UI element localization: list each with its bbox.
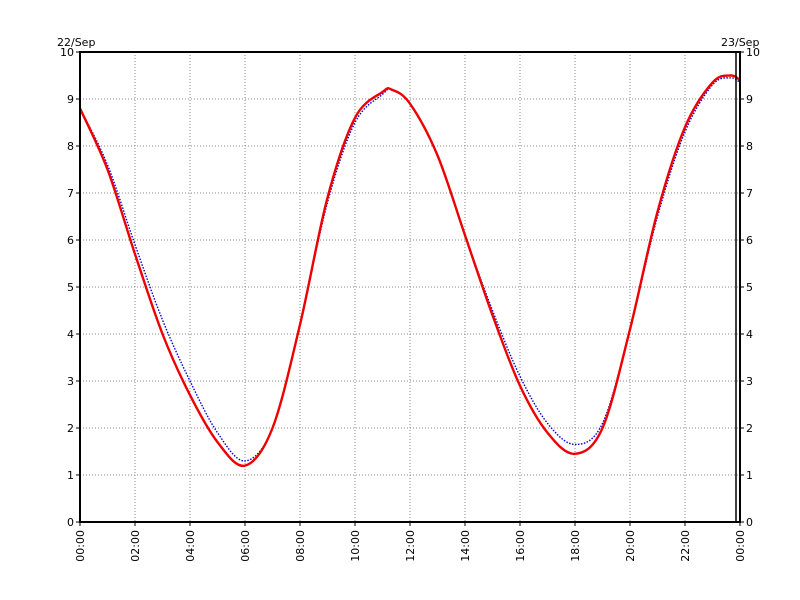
x-tick-label: 00:00 [734,530,747,562]
y-tick-label-left: 4 [67,328,74,341]
x-tick-label: 02:00 [129,530,142,562]
x-tick-label: 18:00 [569,530,582,562]
series-a-line [79,77,741,462]
y-tick-label-left: 8 [67,140,74,153]
x-tick-label: 00:00 [74,530,87,562]
series-a-path [79,77,741,462]
x-tick-label: 06:00 [239,530,252,562]
y-tick-label-left: 3 [67,375,74,388]
y-tick-label-right: 7 [746,187,753,200]
x-tick-label: 20:00 [624,530,637,562]
y-tick-label-left: 2 [67,422,74,435]
y-tick-label-left: 0 [67,516,74,529]
y-axis-right: 0 1 2 3 4 5 6 7 8 9 10 [740,46,760,529]
x-tick-label: 14:00 [459,530,472,562]
y-tick-label-left: 6 [67,234,74,247]
y-tick-label-left: 5 [67,281,74,294]
y-tick-label-right: 9 [746,93,753,106]
x-tick-label: 04:00 [184,530,197,562]
y-tick-label-right: 1 [746,469,753,482]
y-tick-label-right: 2 [746,422,753,435]
x-tick-label: 08:00 [294,530,307,562]
y-axis-left: 0 1 2 3 4 5 6 7 8 9 10 [60,46,80,529]
x-tick-label: 12:00 [404,530,417,562]
x-tick-label: 10:00 [349,530,362,562]
grid [79,51,741,523]
y-tick-label-left: 9 [67,93,74,106]
x-axis: 00:00 02:00 04:00 06:00 08:00 10:00 12:00 14:00… [74,522,747,562]
y-tick-label-left: 7 [67,187,74,200]
y-tick-label-right: 8 [746,140,753,153]
end-date-label: 23/Sep [721,36,759,49]
y-tick-label-left: 10 [60,46,74,59]
y-tick-label-left: 1 [67,469,74,482]
y-tick-label-right: 4 [746,328,753,341]
start-date-label: 22/Sep [57,36,95,49]
y-tick-label-right: 6 [746,234,753,247]
x-tick-label: 22:00 [679,530,692,562]
y-tick-label-right: 5 [746,281,753,294]
y-tick-label-right: 3 [746,375,753,388]
y-tick-label-right: 10 [746,46,760,59]
series-b-line [78,74,741,467]
y-tick-label-right: 0 [746,516,753,529]
x-tick-label: 16:00 [514,530,527,562]
series-b-path [78,74,741,467]
